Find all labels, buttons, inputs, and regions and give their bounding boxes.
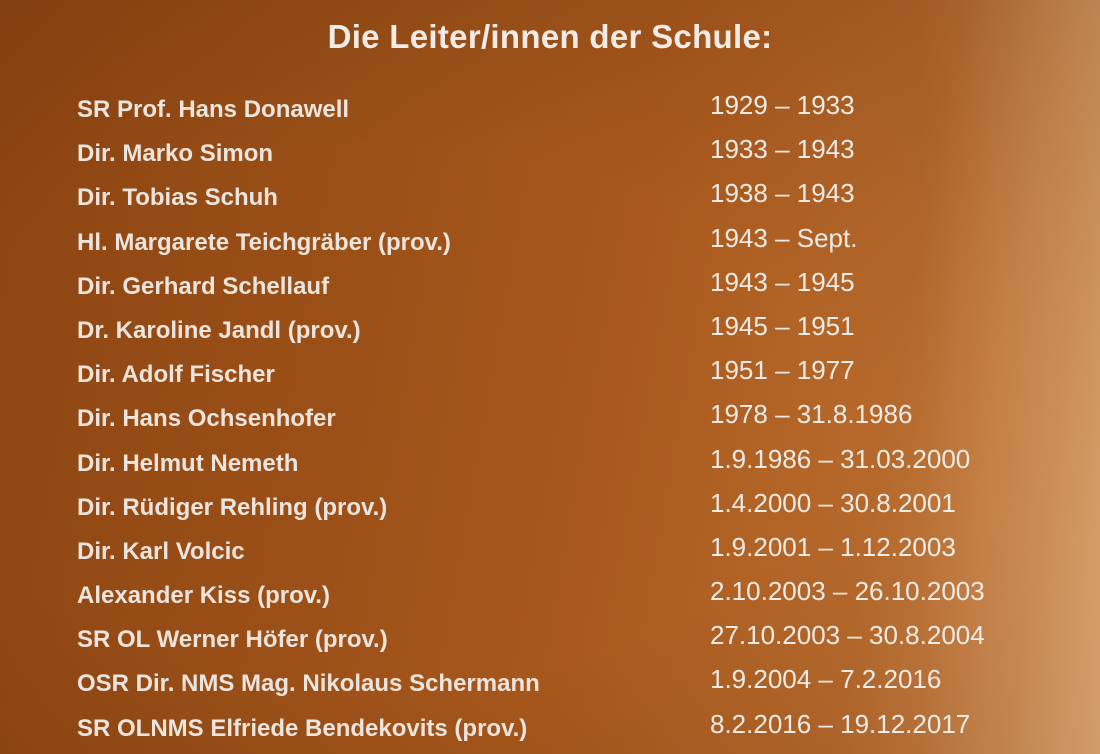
list-item: Hl. Margarete Teichgräber (prov.) 1943 –… bbox=[0, 223, 1100, 267]
principal-name: Dir. Helmut Nemeth bbox=[77, 449, 299, 477]
page-title: Die Leiter/innen der Schule: bbox=[327, 18, 773, 55]
principal-name: SR OLNMS Elfriede Bendekovits (prov.) bbox=[77, 714, 528, 742]
term-dates: 1943 – 1945 bbox=[710, 266, 855, 297]
list-item: Alexander Kiss (prov.) 2.10.2003 – 26.10… bbox=[0, 576, 1100, 620]
term-dates: 1.9.1986 – 31.03.2000 bbox=[710, 443, 971, 474]
principal-name: Alexander Kiss (prov.) bbox=[77, 582, 330, 610]
term-dates: 1938 – 1943 bbox=[710, 178, 855, 209]
term-dates: 1933 – 1943 bbox=[710, 134, 855, 165]
list-item: SR OL Werner Höfer (prov.) 27.10.2003 – … bbox=[0, 620, 1100, 664]
term-dates: 2.10.2003 – 26.10.2003 bbox=[710, 576, 985, 607]
list-item: Dir. Hans Ochsenhofer 1978 – 31.8.1986 bbox=[0, 399, 1100, 443]
list-item: Dir. Marko Simon 1933 – 1943 bbox=[0, 134, 1100, 178]
term-dates: 1.9.2004 – 7.2.2016 bbox=[710, 664, 942, 695]
principal-name: Dir. Tobias Schuh bbox=[77, 184, 278, 212]
list-item: SR Prof. Hans Donawell 1929 – 1933 bbox=[0, 90, 1100, 134]
list-item: Dir. Adolf Fischer 1951 – 1977 bbox=[0, 355, 1100, 399]
principals-list: SR Prof. Hans Donawell 1929 – 1933 Dir. … bbox=[0, 90, 1100, 753]
term-dates: 1943 – Sept. bbox=[710, 222, 858, 253]
list-item: SR OLNMS Elfriede Bendekovits (prov.) 8.… bbox=[0, 709, 1100, 753]
term-dates: 1945 – 1951 bbox=[710, 310, 855, 341]
principal-name: Dir. Adolf Fischer bbox=[77, 361, 275, 389]
principal-name: SR OL Werner Höfer (prov.) bbox=[77, 626, 388, 654]
term-dates: 1951 – 1977 bbox=[710, 355, 855, 386]
principal-name: Dir. Karl Volcic bbox=[77, 537, 245, 565]
list-item: Dir. Karl Volcic 1.9.2001 – 1.12.2003 bbox=[0, 532, 1100, 576]
term-dates: 1.4.2000 – 30.8.2001 bbox=[710, 487, 956, 518]
list-item: Dir. Tobias Schuh 1938 – 1943 bbox=[0, 178, 1100, 222]
principal-name: Dir. Gerhard Schellauf bbox=[77, 272, 330, 300]
principal-name: Dir. Marko Simon bbox=[77, 140, 274, 168]
principal-name: Dir. Hans Ochsenhofer bbox=[77, 405, 336, 433]
term-dates: 1929 – 1933 bbox=[710, 90, 855, 120]
term-dates: 27.10.2003 – 30.8.2004 bbox=[710, 620, 985, 651]
list-item: Dr. Karoline Jandl (prov.) 1945 – 1951 bbox=[0, 311, 1100, 355]
list-item: Dir. Rüdiger Rehling (prov.) 1.4.2000 – … bbox=[0, 488, 1100, 532]
principal-name: OSR Dir. NMS Mag. Nikolaus Schermann bbox=[77, 670, 540, 698]
principal-name: Dir. Rüdiger Rehling (prov.) bbox=[77, 493, 388, 521]
list-item: Dir. Helmut Nemeth 1.9.1986 – 31.03.2000 bbox=[0, 444, 1100, 488]
term-dates: 1978 – 31.8.1986 bbox=[710, 399, 913, 430]
principal-name: Dr. Karoline Jandl (prov.) bbox=[77, 316, 361, 344]
principal-name: SR Prof. Hans Donawell bbox=[77, 96, 350, 123]
term-dates: 8.2.2016 – 19.12.2017 bbox=[710, 708, 971, 739]
list-item: OSR Dir. NMS Mag. Nikolaus Schermann 1.9… bbox=[0, 664, 1100, 708]
list-item: Dir. Gerhard Schellauf 1943 – 1945 bbox=[0, 267, 1100, 311]
principal-name: Hl. Margarete Teichgräber (prov.) bbox=[77, 228, 451, 256]
term-dates: 1.9.2001 – 1.12.2003 bbox=[710, 531, 956, 562]
